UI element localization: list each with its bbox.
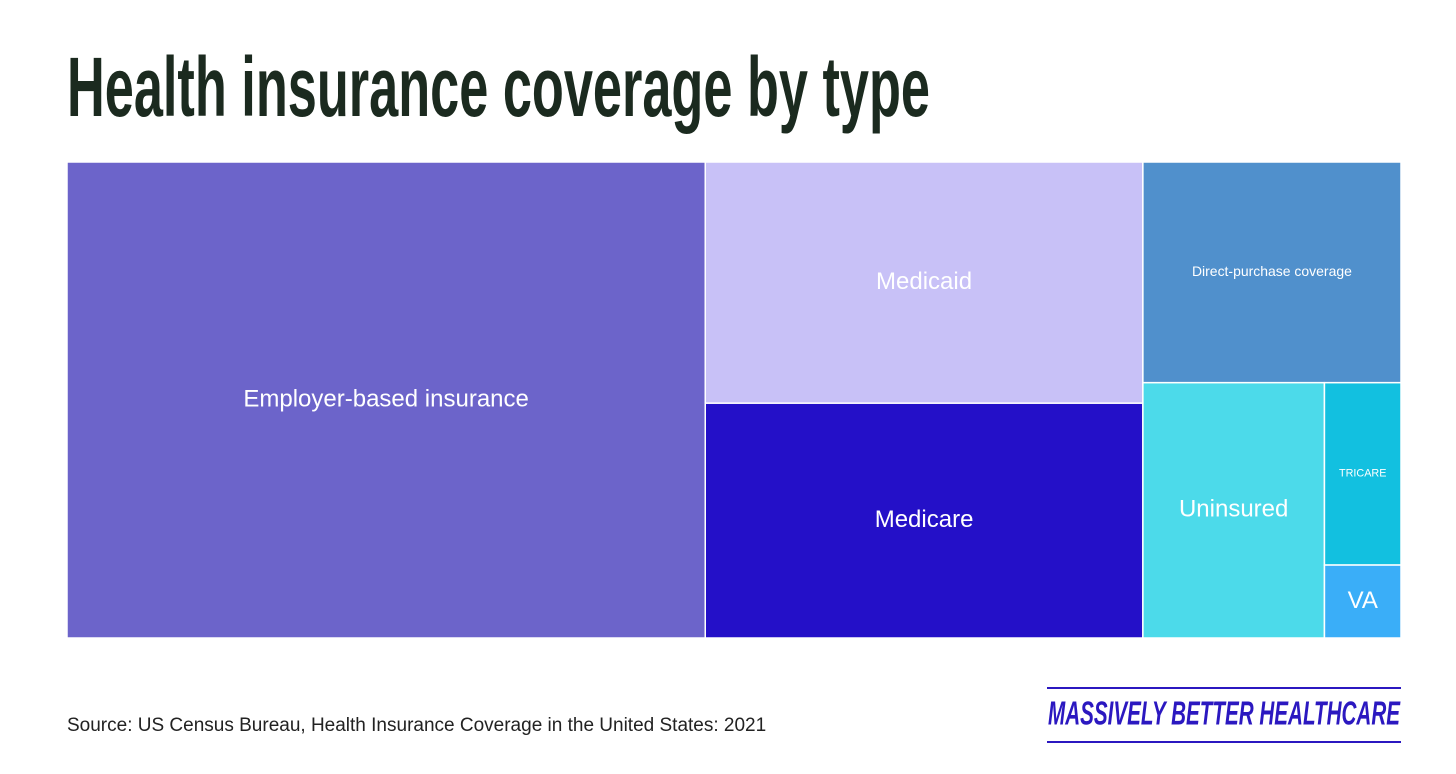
treemap-cell [704,402,1144,639]
cell-label: Direct-purchase coverage [1192,263,1352,279]
treemap-cell [1142,381,1326,639]
cell-label: Employer-based insurance [243,385,528,412]
cell-label: Uninsured [1179,496,1288,523]
chart-title: Health insurance coverage by type [67,40,930,134]
treemap-cell [1323,381,1402,566]
cell-label: TRICARE [1339,468,1386,480]
cell-label: VA [1348,587,1378,614]
cell-label: Medicaid [876,268,972,295]
treemap-cell [1323,564,1402,639]
brand-logo: MASSIVELY BETTER HEALTHCARE [1048,695,1401,732]
cell-label: Medicare [875,506,974,533]
treemap: Employer-based insurance Medicaid Medicare… [66,161,1402,639]
treemap-cell [704,161,1144,404]
treemap-cell [1142,161,1402,384]
source-note: Source: US Census Bureau, Health Insuran… [67,715,766,736]
treemap-cell [66,161,707,639]
